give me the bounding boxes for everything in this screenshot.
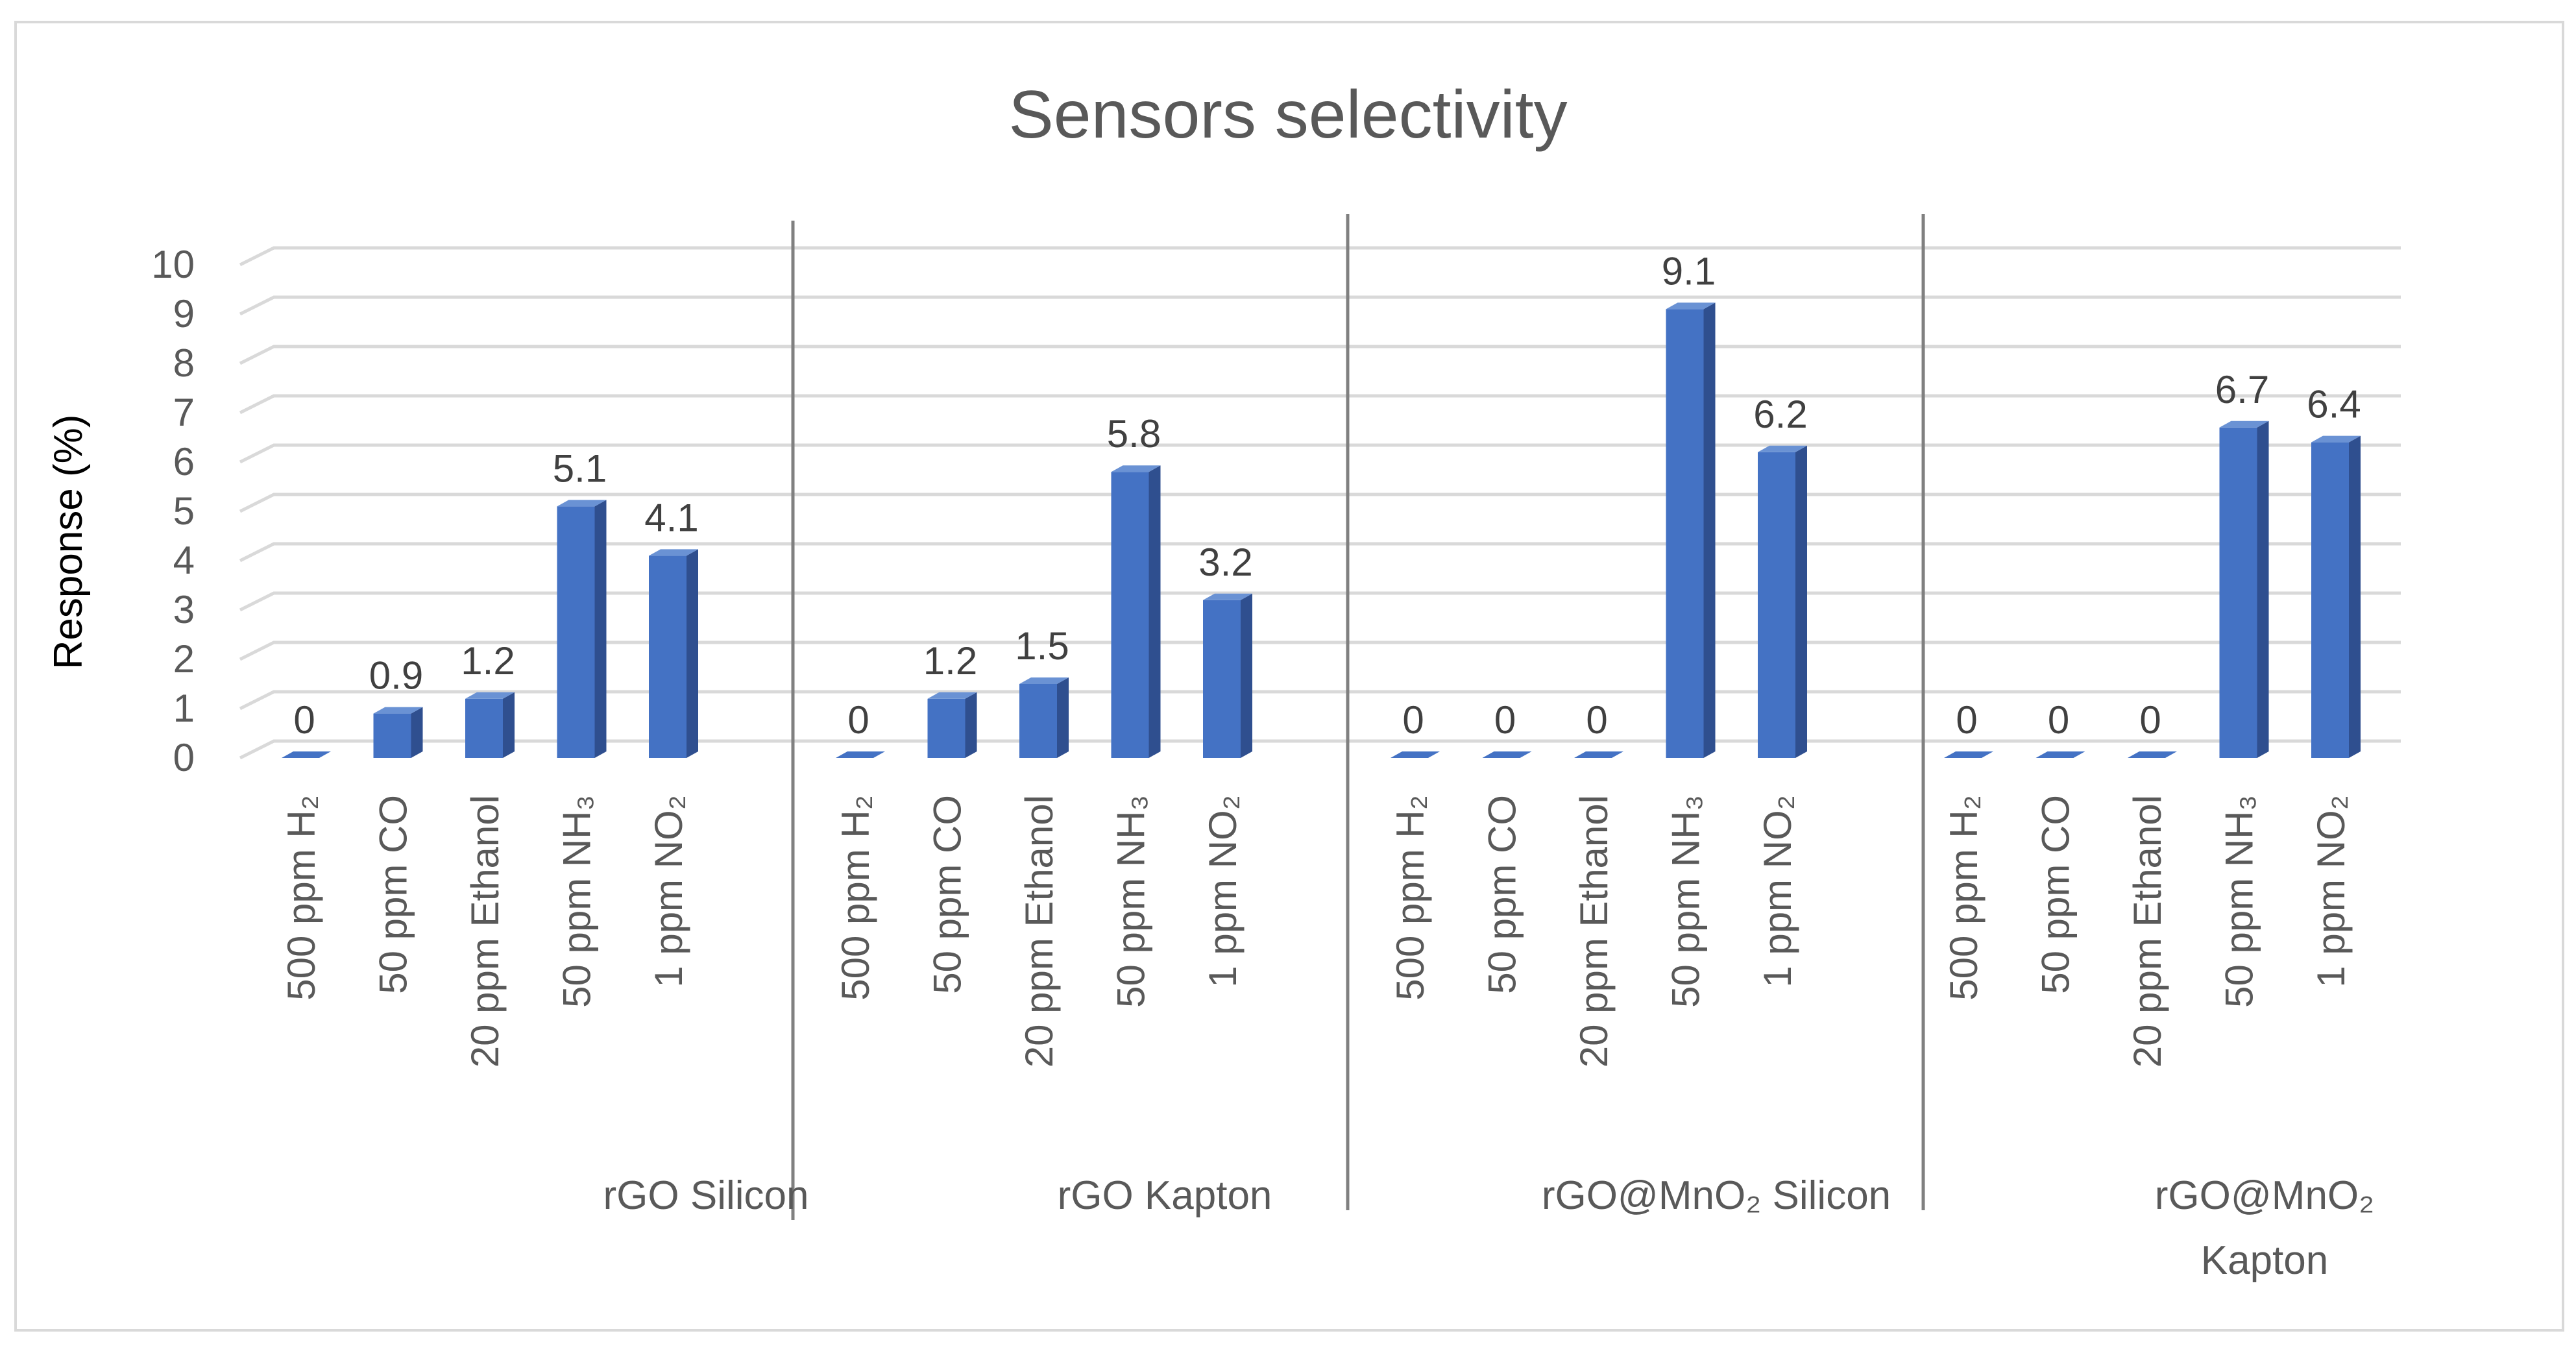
bar (2128, 751, 2177, 758)
bar (1391, 751, 1440, 758)
gridline (239, 345, 2401, 365)
category-label: 20 ppm Ethanol (2126, 795, 2169, 1067)
category-label: 50 ppm NH₃ (2218, 795, 2261, 1008)
bar (1482, 751, 1532, 758)
data-label: 0 (2139, 698, 2161, 742)
group-label: rGO@MnO₂ Silicon (1542, 1173, 1891, 1218)
category-label: 50 ppm NH₃ (1110, 795, 1153, 1008)
y-tick-label: 9 (173, 292, 195, 335)
data-label: 0 (293, 698, 315, 742)
y-tick-label: 10 (151, 243, 195, 286)
bar (649, 549, 698, 758)
bar (2035, 751, 2085, 758)
data-label: 0 (2048, 698, 2069, 742)
group-label: Kapton (2201, 1238, 2329, 1283)
chart-frame (14, 21, 2564, 1332)
category-label: 50 ppm CO (926, 795, 969, 994)
category-label: 1 ppm NO₂ (1756, 795, 1799, 988)
group-label: rGO@MnO₂ (2155, 1173, 2374, 1218)
bar (1111, 465, 1161, 758)
data-label: 9.1 (1662, 249, 1716, 293)
bar (2219, 421, 2269, 758)
category-label: 50 ppm NH₃ (555, 795, 599, 1008)
category-labels: 500 ppm H₂ 50 ppm CO 20 ppm Ethanol 50 ppm … (280, 795, 2353, 1067)
chart-title: Sensors selectivity (1008, 77, 1567, 152)
data-label: 3.2 (1198, 541, 1252, 584)
data-label: 0 (847, 698, 869, 742)
data-label: 0 (1494, 698, 1516, 742)
category-label: 50 ppm NH₃ (1664, 795, 1708, 1008)
gridline (239, 246, 2401, 267)
data-labels: 0 0.9 1.2 5.1 4.1 0 1.2 1.5 5.8 3.2 0 0 0 9.1 6.2 0 0 0 6.… (293, 249, 2361, 742)
bar (1944, 751, 1993, 758)
bar (927, 692, 977, 758)
data-label: 0 (1956, 698, 1977, 742)
category-label: 50 ppm CO (2034, 795, 2078, 994)
bar (1019, 677, 1069, 758)
category-label: 20 ppm Ethanol (463, 795, 507, 1067)
group-labels: rGO Silicon rGO Kapton rGO@MnO₂ Silicon rGO… (603, 1173, 2375, 1283)
y-tick-label: 3 (173, 588, 195, 631)
y-tick-label: 6 (173, 440, 195, 483)
bar (1203, 593, 1252, 758)
group-label: rGO Silicon (603, 1173, 809, 1218)
y-tick-label: 1 (173, 687, 195, 730)
bar (1666, 302, 1716, 758)
data-label: 0 (1402, 698, 1424, 742)
gridline (239, 295, 2401, 316)
data-label: 1.2 (923, 639, 977, 683)
y-axis-ticks: 0 1 2 3 4 5 6 7 8 9 10 (151, 243, 195, 779)
category-label: 500 ppm H₂ (834, 795, 877, 1001)
bar (1758, 445, 1807, 758)
category-label: 1 ppm NO₂ (1201, 795, 1245, 988)
category-label: 1 ppm NO₂ (2309, 795, 2353, 988)
y-tick-label: 5 (173, 489, 195, 533)
y-tick-label: 2 (173, 637, 195, 681)
data-label: 6.4 (2307, 383, 2361, 426)
y-tick-label: 0 (173, 736, 195, 779)
group-label: rGO Kapton (1058, 1173, 1272, 1218)
data-label: 1.2 (461, 639, 515, 683)
data-label: 4.1 (644, 496, 698, 539)
group-separators (791, 214, 1925, 1220)
category-label: 50 ppm CO (1481, 795, 1524, 994)
bar (836, 751, 885, 758)
category-label: 1 ppm NO₂ (647, 795, 690, 988)
bar (557, 500, 607, 758)
data-label: 6.2 (1753, 393, 1807, 436)
bar (373, 707, 423, 758)
bar (2311, 435, 2361, 758)
data-label: 5.1 (553, 446, 607, 490)
category-label: 50 ppm CO (372, 795, 415, 994)
gridline (239, 394, 2401, 415)
category-label: 20 ppm Ethanol (1572, 795, 1616, 1067)
bar (282, 751, 331, 758)
y-tick-label: 4 (173, 539, 195, 582)
y-axis-label: Response (%) (46, 415, 91, 670)
y-tick-label: 7 (173, 391, 195, 434)
data-label: 6.7 (2215, 368, 2269, 411)
data-label: 5.8 (1107, 412, 1161, 456)
bar (1574, 751, 1623, 758)
bar (465, 692, 515, 758)
data-label: 0 (1586, 698, 1607, 742)
category-label: 500 ppm H₂ (1942, 795, 1986, 1001)
category-label: 500 ppm H₂ (1389, 795, 1432, 1001)
data-label: 1.5 (1015, 624, 1069, 668)
bars (282, 302, 2361, 758)
data-label: 0.9 (369, 654, 423, 698)
y-tick-label: 8 (173, 341, 195, 385)
category-label: 20 ppm Ethanol (1017, 795, 1061, 1067)
category-label: 500 ppm H₂ (280, 795, 323, 1001)
